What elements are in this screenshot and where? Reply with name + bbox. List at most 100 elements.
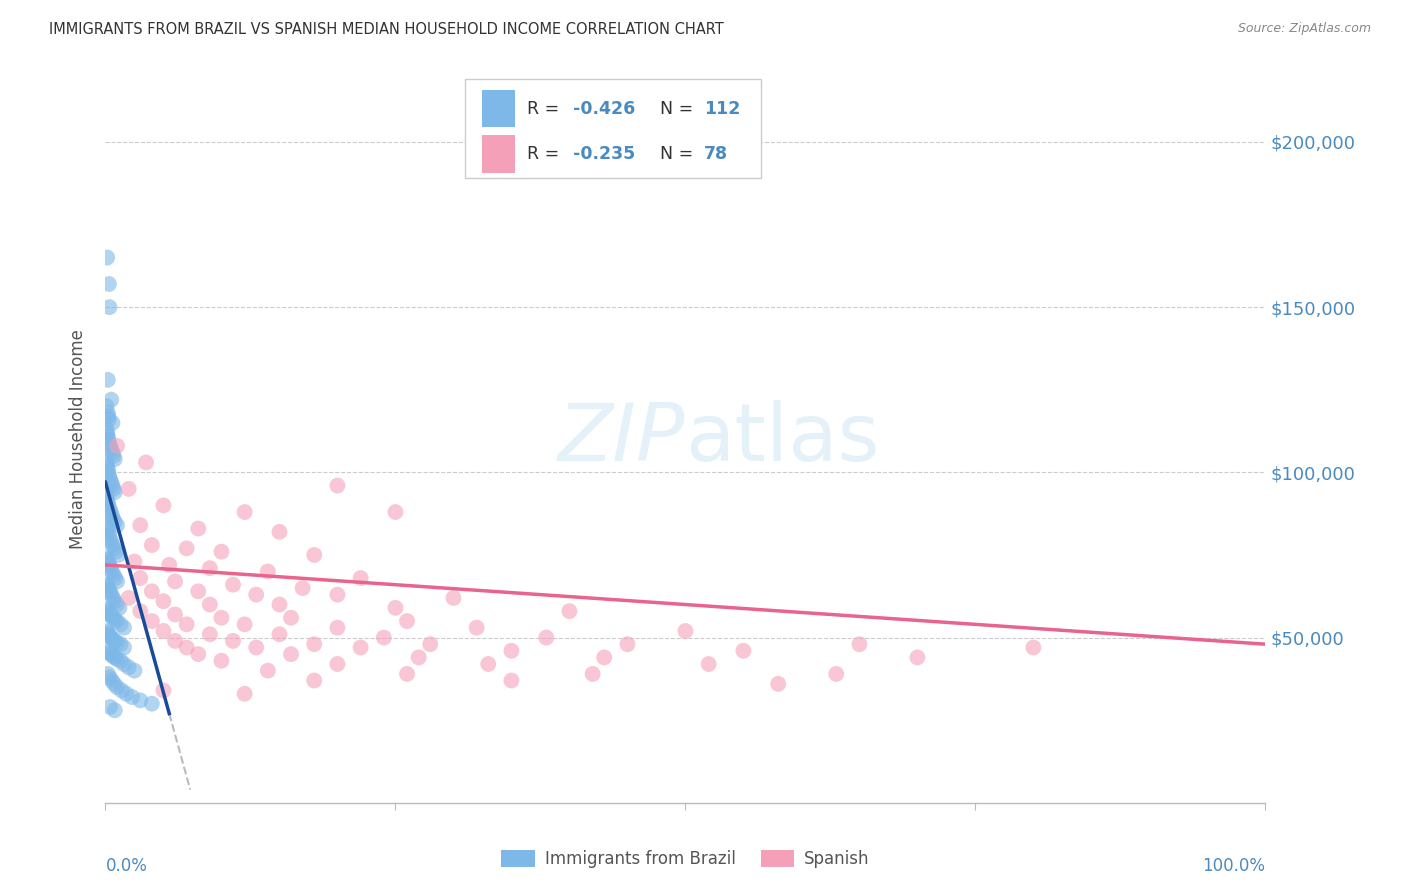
Point bbox=[110, 637, 132, 651]
Point bbox=[112, 657, 135, 671]
Point bbox=[100, 475, 122, 490]
Point bbox=[582, 667, 605, 681]
Point bbox=[96, 551, 118, 566]
Point bbox=[105, 652, 128, 666]
Point bbox=[825, 667, 848, 681]
Point bbox=[107, 548, 129, 562]
Point bbox=[105, 574, 128, 589]
Point bbox=[419, 637, 441, 651]
Point bbox=[141, 697, 163, 711]
Point bbox=[222, 633, 245, 648]
Point bbox=[105, 614, 128, 628]
Point bbox=[118, 482, 141, 496]
Point bbox=[100, 631, 122, 645]
Text: IMMIGRANTS FROM BRAZIL VS SPANISH MEDIAN HOUSEHOLD INCOME CORRELATION CHART: IMMIGRANTS FROM BRAZIL VS SPANISH MEDIAN… bbox=[49, 22, 724, 37]
Point bbox=[112, 640, 135, 655]
Text: 0.0%: 0.0% bbox=[105, 857, 148, 875]
Point bbox=[165, 633, 187, 648]
Point bbox=[108, 600, 131, 615]
Point bbox=[396, 667, 419, 681]
Point bbox=[105, 635, 128, 649]
Text: ZIP: ZIP bbox=[558, 401, 686, 478]
Point bbox=[124, 555, 146, 569]
Point bbox=[326, 657, 349, 671]
Point bbox=[141, 614, 163, 628]
Point bbox=[97, 412, 120, 426]
Point bbox=[97, 466, 120, 480]
Point bbox=[187, 647, 209, 661]
Point bbox=[373, 631, 395, 645]
Point bbox=[326, 588, 349, 602]
FancyBboxPatch shape bbox=[465, 79, 761, 178]
Point bbox=[97, 406, 120, 420]
Point bbox=[233, 617, 256, 632]
Point bbox=[129, 604, 152, 618]
Point bbox=[211, 611, 233, 625]
Bar bbox=[482, 135, 515, 173]
Point bbox=[97, 627, 120, 641]
Point bbox=[98, 439, 121, 453]
Point bbox=[269, 598, 291, 612]
Point bbox=[152, 499, 174, 513]
Point bbox=[101, 538, 124, 552]
Point bbox=[176, 640, 198, 655]
Point bbox=[100, 505, 122, 519]
Point bbox=[103, 541, 125, 556]
Bar bbox=[482, 89, 515, 128]
Point bbox=[408, 650, 430, 665]
Point bbox=[97, 667, 120, 681]
Point bbox=[152, 624, 174, 638]
Point bbox=[304, 637, 326, 651]
Point bbox=[118, 660, 141, 674]
Point bbox=[97, 528, 120, 542]
Point bbox=[110, 654, 132, 668]
Point bbox=[97, 582, 120, 597]
Point bbox=[101, 445, 124, 459]
Point bbox=[501, 673, 523, 688]
Point bbox=[96, 425, 118, 440]
Point bbox=[96, 520, 118, 534]
Point bbox=[101, 591, 124, 605]
Point bbox=[98, 558, 121, 572]
Point bbox=[616, 637, 638, 651]
Point bbox=[384, 505, 406, 519]
Point bbox=[465, 621, 488, 635]
Point bbox=[103, 677, 125, 691]
Point bbox=[97, 555, 120, 569]
Point bbox=[100, 647, 122, 661]
Point bbox=[291, 581, 314, 595]
Point bbox=[165, 574, 187, 589]
Point bbox=[104, 650, 127, 665]
Point bbox=[269, 627, 291, 641]
Text: R =: R = bbox=[526, 145, 564, 163]
Point bbox=[105, 518, 128, 533]
Y-axis label: Median Household Income: Median Household Income bbox=[69, 329, 87, 549]
Point bbox=[96, 579, 118, 593]
Text: -0.426: -0.426 bbox=[572, 100, 636, 118]
Point bbox=[100, 561, 122, 575]
Point bbox=[222, 578, 245, 592]
Point bbox=[101, 673, 124, 688]
Point bbox=[558, 604, 581, 618]
Point bbox=[110, 617, 132, 632]
Point bbox=[100, 442, 122, 457]
Point bbox=[118, 591, 141, 605]
Point bbox=[97, 581, 120, 595]
Point bbox=[101, 611, 124, 625]
Point bbox=[1022, 640, 1045, 655]
Point bbox=[104, 571, 127, 585]
Point bbox=[100, 609, 122, 624]
Point bbox=[198, 627, 221, 641]
Point bbox=[141, 538, 163, 552]
Text: atlas: atlas bbox=[686, 401, 880, 478]
Point bbox=[211, 654, 233, 668]
Point bbox=[848, 637, 870, 651]
Point bbox=[396, 614, 419, 628]
Point bbox=[768, 677, 790, 691]
Point bbox=[105, 439, 128, 453]
Point bbox=[257, 664, 280, 678]
Point bbox=[96, 624, 118, 638]
Point bbox=[98, 501, 121, 516]
Point bbox=[257, 565, 280, 579]
Point bbox=[96, 491, 118, 506]
